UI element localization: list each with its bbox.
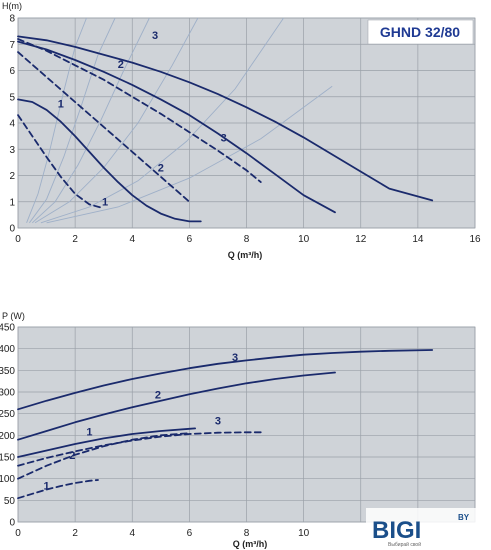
curve-label: 2 (158, 163, 164, 175)
x-tick-label: 8 (244, 234, 250, 245)
x-tick-label: 6 (187, 234, 193, 245)
x-axis-label-power: Q (m³/h) (233, 539, 268, 549)
curve-label: 1 (44, 481, 50, 493)
tick-labels-power: 0 50 100 150 200 250 300 350 400 450 0 2 4 6 8 10 (0, 323, 310, 540)
x-tick-label: 0 (15, 528, 21, 539)
system-curve (26, 17, 87, 223)
y-tick-label: 400 (0, 344, 15, 355)
curve-label: 1 (58, 98, 64, 110)
y-tick-label: 350 (0, 366, 15, 377)
curve-label: 1 (102, 197, 108, 209)
x-tick-label: 2 (72, 528, 78, 539)
series-head (17, 35, 434, 223)
curve-label: 2 (155, 390, 161, 402)
series-line-2-dashed (17, 432, 191, 480)
x-tick-label: 2 (72, 234, 78, 245)
series-power (17, 349, 434, 500)
x-tick-label: 6 (187, 528, 193, 539)
curve-label: 1 (86, 426, 92, 438)
x-axis-label-head: Q (m³/h) (228, 250, 263, 260)
y-tick-label: 250 (0, 409, 15, 420)
system-curve (40, 17, 284, 224)
logo-tagline: Выбирай свой (388, 541, 421, 548)
series-line-2-solid (17, 40, 336, 214)
series-line-1-solid (17, 98, 202, 223)
y-tick-label: 2 (9, 171, 15, 182)
series-line-1-dashed (17, 114, 105, 210)
system-curve (46, 85, 333, 224)
series-line-2-solid (17, 371, 336, 441)
series-line-1-dashed (17, 479, 99, 500)
y-tick-label: 7 (9, 40, 15, 51)
x-tick-label: 14 (412, 234, 424, 245)
y-axis-label-head: H(m) (2, 1, 22, 11)
series-line-3-solid (17, 35, 434, 202)
system-curve (34, 17, 199, 224)
logo-suffix: BY (458, 513, 470, 522)
y-tick-label: 5 (9, 92, 15, 103)
system-curves (26, 17, 333, 224)
y-tick-label: 1 (9, 197, 15, 208)
x-tick-label: 10 (298, 528, 310, 539)
x-tick-label: 0 (15, 234, 21, 245)
y-tick-label: 0 (9, 224, 15, 235)
y-tick-label: 50 (4, 496, 16, 507)
y-tick-label: 300 (0, 388, 15, 399)
y-tick-label: 8 (9, 14, 15, 25)
chart-title: GHND 32/80 (380, 24, 460, 40)
y-tick-label: 3 (9, 145, 15, 156)
series-line-2-dashed (17, 51, 191, 203)
x-tick-label: 12 (355, 234, 367, 245)
series-line-3-dashed (17, 431, 262, 467)
series-line-1-solid (17, 427, 196, 458)
series-line-3-solid (17, 349, 434, 411)
x-tick-label: 16 (469, 234, 481, 245)
bigi-logo: BIGI BY Выбирай свой (366, 508, 490, 550)
curve-labels-head: 1 1 2 2 3 3 (58, 30, 227, 209)
x-tick-label: 4 (129, 528, 135, 539)
series-line-3-dashed (17, 38, 262, 183)
y-axis-label-power: P (W) (2, 311, 25, 321)
y-tick-label: 4 (9, 119, 15, 130)
logo-brand: BIGI (372, 517, 421, 544)
curve-label: 2 (118, 59, 124, 71)
y-tick-label: 150 (0, 453, 15, 464)
grid-head (17, 17, 476, 229)
x-tick-label: 8 (244, 528, 250, 539)
curve-label: 3 (221, 132, 227, 144)
curve-label: 3 (152, 30, 158, 42)
y-tick-label: 450 (0, 323, 15, 334)
title-box (367, 19, 474, 45)
curve-label: 2 (69, 450, 75, 462)
y-tick-label: 0 (9, 518, 15, 529)
curve-label: 3 (215, 416, 221, 428)
curve-label: 3 (232, 352, 238, 364)
x-tick-label: 10 (298, 234, 310, 245)
y-tick-label: 200 (0, 431, 15, 442)
x-tick-label: 4 (129, 234, 135, 245)
y-tick-label: 100 (0, 474, 15, 485)
y-tick-label: 6 (9, 66, 15, 77)
